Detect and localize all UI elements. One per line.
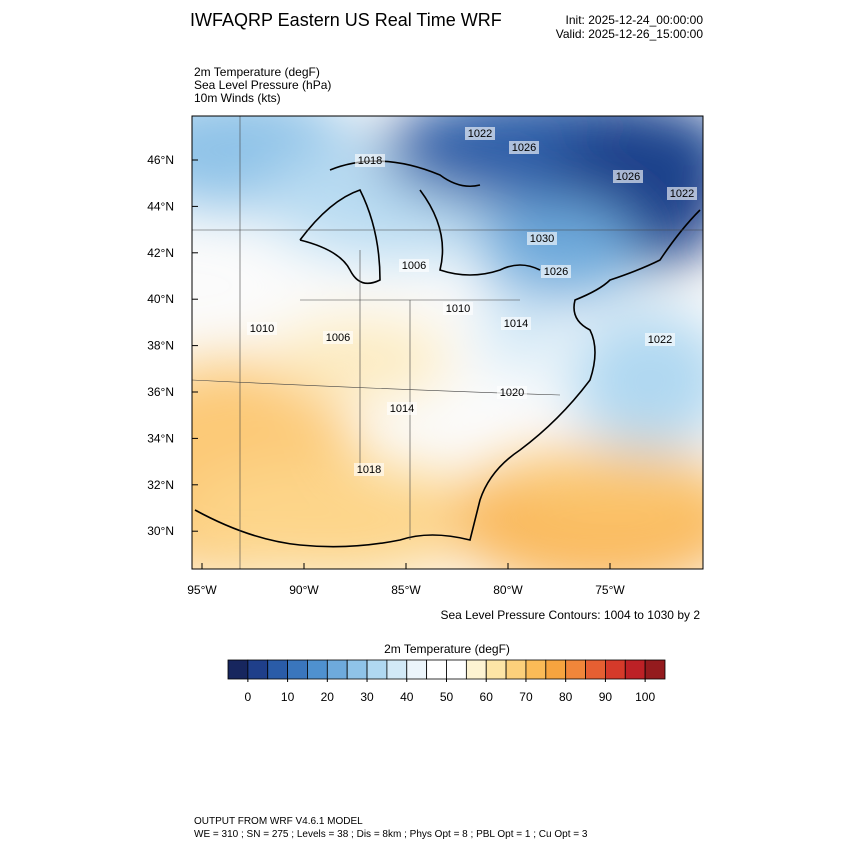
colorbar-label: 30: [360, 690, 374, 704]
isobar-label: 1026: [616, 171, 640, 183]
colorbar-swatch: [307, 659, 328, 680]
lon-label: 95°W: [187, 583, 217, 597]
colorbar-swatch: [485, 659, 507, 680]
colorbar-swatch: [386, 659, 408, 680]
colorbar-swatch: [605, 659, 626, 680]
isobar-label: 1018: [358, 155, 382, 167]
lat-label: 30°N: [147, 524, 174, 538]
colorbar-label: 0: [245, 690, 252, 704]
isobar-label-box: [443, 302, 473, 315]
lon-label: 80°W: [493, 583, 523, 597]
colorbar-swatch: [585, 659, 606, 680]
lon-label: 85°W: [391, 583, 421, 597]
colorbar-label: 80: [559, 690, 573, 704]
lat-label: 42°N: [147, 246, 174, 260]
colorbar-label: 10: [281, 690, 295, 704]
isobar-label: 1022: [670, 188, 694, 200]
lat-label: 44°N: [147, 199, 174, 213]
lat-label: 38°N: [147, 339, 174, 353]
title: IWFAQRP Eastern US Real Time WRF: [190, 10, 502, 30]
field-label: Sea Level Pressure (hPa): [194, 78, 331, 92]
isobar-label: 1014: [504, 318, 528, 330]
isobar-label: 1006: [402, 260, 426, 272]
isobar-label: 1010: [446, 303, 470, 315]
lon-label: 90°W: [289, 583, 319, 597]
isobar-label-box: [509, 141, 539, 154]
colorbar-label: 100: [635, 690, 655, 704]
colorbar-swatch: [465, 659, 487, 680]
colorbar-swatch: [624, 659, 646, 680]
isobar-label-box: [541, 265, 571, 278]
isobar-label-box: [497, 386, 527, 399]
isobar-label-box: [465, 127, 495, 140]
footer-line: OUTPUT FROM WRF V4.6.1 MODEL: [194, 816, 363, 827]
colorbar-swatch: [644, 659, 666, 680]
lat-label: 40°N: [147, 292, 174, 306]
isobar-label: 1022: [648, 334, 672, 346]
contour-caption: Sea Level Pressure Contours: 1004 to 103…: [441, 608, 701, 622]
colorbar-label: 90: [599, 690, 613, 704]
colorbar-swatch: [366, 659, 388, 680]
isobar-label-box: [355, 154, 385, 167]
colorbar-swatch: [565, 659, 586, 680]
isobar-label-box: [387, 402, 417, 415]
isobar-label-box: [399, 259, 429, 272]
lat-label: 32°N: [147, 478, 174, 492]
map-field: [192, 116, 703, 569]
lat-label: 36°N: [147, 385, 174, 399]
lat-label: 46°N: [147, 153, 174, 167]
isobar-label: 1020: [500, 387, 524, 399]
isobar-label-box: [527, 232, 557, 245]
isobar-label-box: [354, 463, 384, 476]
isobar-label-box: [501, 317, 531, 330]
colorbar-swatch: [446, 659, 467, 680]
colorbar-swatch: [247, 659, 269, 680]
valid-time: Valid: 2025-12-26_15:00:00: [556, 27, 704, 41]
isobar-label-box: [323, 331, 353, 344]
colorbar-swatch: [426, 659, 447, 680]
colorbar-title: 2m Temperature (degF): [384, 642, 510, 656]
isobar-label: 1030: [530, 233, 554, 245]
isobar-label: 1018: [357, 464, 381, 476]
isobar-label: 1026: [512, 142, 536, 154]
colorbar-swatch: [346, 659, 368, 680]
isobar-label: 1022: [468, 128, 492, 140]
colorbar-label: 50: [440, 690, 454, 704]
colorbar-label: 70: [519, 690, 533, 704]
field-label: 10m Winds (kts): [194, 91, 281, 105]
init-time: Init: 2025-12-24_00:00:00: [566, 13, 704, 27]
colorbar-swatch: [326, 659, 348, 680]
isobar-label: 1010: [250, 323, 274, 335]
isobar-label-box: [645, 333, 675, 346]
lat-label: 34°N: [147, 431, 174, 445]
colorbar-swatch: [287, 659, 308, 680]
colorbar-swatch: [545, 659, 567, 680]
colorbar-label: 40: [400, 690, 414, 704]
isobar-label-box: [613, 170, 643, 183]
isobar-label-box: [667, 187, 697, 200]
colorbar-label: 60: [480, 690, 494, 704]
isobar-label: 1006: [326, 332, 350, 344]
colorbar-label: 20: [321, 690, 335, 704]
field-label: 2m Temperature (degF): [194, 65, 320, 79]
lon-label: 75°W: [595, 583, 625, 597]
colorbar-swatch: [406, 659, 428, 680]
map-frame: [191, 115, 704, 570]
isobar-label-box: [247, 322, 277, 335]
isobar-label: 1014: [390, 403, 414, 415]
colorbar-swatch: [505, 659, 527, 680]
colorbar-swatch: [227, 659, 249, 680]
colorbar-swatch: [267, 659, 288, 680]
isobar-label: 1026: [544, 266, 568, 278]
colorbar-swatch: [525, 659, 547, 680]
footer-line: WE = 310 ; SN = 275 ; Levels = 38 ; Dis …: [194, 829, 588, 840]
